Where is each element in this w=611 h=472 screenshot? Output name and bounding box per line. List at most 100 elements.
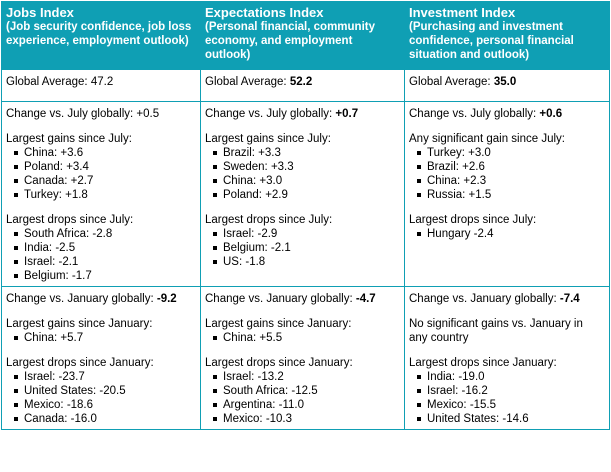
global-average-cell: Global Average: 35.0 — [404, 69, 610, 102]
july-change-cell: Change vs. July globally: +0.6 Any signif… — [404, 101, 610, 287]
spacer — [409, 121, 603, 132]
list-item: US: -1.8 — [213, 255, 398, 269]
july-change-value: +0.6 — [539, 108, 563, 120]
july-gains-list: Brazil: +3.3 Sweden: +3.3 China: +3.0 Polan… — [205, 146, 398, 202]
expectations-index-header: Expectations Index (Personal financial, … — [200, 1, 405, 70]
list-item: Brazil: +2.6 — [417, 160, 603, 174]
july-change-cell: Change vs. July globally: +0.7 Largest ga… — [200, 101, 405, 287]
july-change: Change vs. July globally: +0.6 — [409, 107, 603, 121]
january-gains-heading: Largest gains since January: — [6, 318, 153, 330]
global-average-cell: Global Average: 52.2 — [200, 69, 405, 102]
list-item: Belgium: -1.7 — [14, 269, 194, 283]
july-drops-list: South Africa: -2.8 India: -2.5 Israel: -2.… — [6, 227, 194, 283]
list-item: Israel: -16.2 — [417, 384, 603, 398]
investment-index-title: Investment Index — [409, 5, 516, 20]
header-row: Jobs Index (Job security confidence, job… — [1, 1, 610, 70]
january-change: Change vs. January globally: -7.4 — [409, 292, 603, 306]
july-change: Change vs. July globally: +0.5 — [6, 107, 194, 121]
list-item: China: +3.0 — [213, 174, 398, 188]
january-change-cell: Change vs. January globally: -9.2 Largest… — [1, 286, 201, 430]
july-gains-list: Turkey: +3.0 Brazil: +2.6 China: +2.3 Russi… — [409, 146, 603, 202]
list-item: United States: -14.6 — [417, 412, 603, 426]
list-item: Belgium: -2.1 — [213, 241, 398, 255]
july-drops-list: Hungary -2.4 — [409, 227, 603, 241]
list-item: China: +5.7 — [14, 331, 194, 345]
global-average: Global Average: 52.2 — [205, 75, 398, 89]
list-item: Sweden: +3.3 — [213, 160, 398, 174]
jobs-index-subtitle: (Job security confidence, job loss exper… — [6, 21, 192, 47]
july-gains-heading: Any significant gain since July: — [409, 133, 565, 145]
index-comparison-table: Jobs Index (Job security confidence, job… — [1, 1, 610, 430]
january-gains-heading: Largest gains since January: — [205, 318, 352, 330]
spacer — [205, 202, 398, 213]
list-item: Israel: -13.2 — [213, 370, 398, 384]
list-item: Mexico: -10.3 — [213, 412, 398, 426]
spacer — [409, 202, 603, 213]
spacer — [6, 306, 194, 317]
list-item: China: +3.6 — [14, 146, 194, 160]
list-item: Turkey: +3.0 — [417, 146, 603, 160]
spacer — [205, 121, 398, 132]
january-change: Change vs. January globally: -4.7 — [205, 292, 398, 306]
global-average-value: 35.0 — [493, 76, 517, 88]
january-drops-list: Israel: -23.7 United States: -20.5 Mexico:… — [6, 370, 194, 426]
list-item: Hungary -2.4 — [417, 227, 603, 241]
investment-index-header: Investment Index (Purchasing and investm… — [404, 1, 610, 70]
july-gains-heading: Largest gains since July: — [6, 133, 132, 145]
january-change-cell: Change vs. January globally: -4.7 Largest… — [200, 286, 405, 430]
january-drops-heading: Largest drops since January: — [205, 357, 353, 369]
july-gains-list: China: +3.6 Poland: +3.4 Canada: +2.7 Turke… — [6, 146, 194, 202]
january-change-cell: Change vs. January globally: -7.4 No sign… — [404, 286, 610, 430]
list-item: Israel: -2.1 — [14, 255, 194, 269]
list-item: Brazil: +3.3 — [213, 146, 398, 160]
january-change-label: Change vs. January globally: — [205, 293, 356, 305]
july-drops-heading: Largest drops since July: — [205, 214, 333, 226]
july-drops-list: Israel: -2.9 Belgium: -2.1 US: -1.8 — [205, 227, 398, 269]
spacer — [6, 121, 194, 132]
global-average: Global Average: 47.2 — [6, 75, 194, 89]
july-change-value: +0.7 — [335, 108, 359, 120]
list-item: Russia: +1.5 — [417, 188, 603, 202]
spacer — [6, 202, 194, 213]
january-change-value: -9.2 — [156, 293, 177, 305]
july-change-cell: Change vs. July globally: +0.5 Largest ga… — [1, 101, 201, 287]
list-item: China: +5.5 — [213, 331, 398, 345]
july-change-label: Change vs. July globally: — [409, 108, 540, 120]
july-drops-heading: Largest drops since July: — [409, 214, 537, 226]
spacer — [205, 306, 398, 317]
list-item: Canada: -16.0 — [14, 412, 194, 426]
january-change-value: -7.4 — [559, 293, 580, 305]
list-item: South Africa: -12.5 — [213, 384, 398, 398]
global-average: Global Average: 35.0 — [409, 75, 603, 89]
january-change-row: Change vs. January globally: -9.2 Largest… — [1, 286, 610, 430]
january-drops-heading: Largest drops since January: — [409, 357, 557, 369]
list-item: United States: -20.5 — [14, 384, 194, 398]
list-item: India: -19.0 — [417, 370, 603, 384]
january-gains-list: China: +5.5 — [205, 331, 398, 345]
spacer — [6, 345, 194, 356]
july-gains-heading: Largest gains since July: — [205, 133, 331, 145]
january-gains-heading: No significant gains vs. January in any … — [409, 318, 583, 344]
july-change-label: Change vs. July globally: — [205, 108, 336, 120]
list-item: Israel: -23.7 — [14, 370, 194, 384]
july-change-value: +0.5 — [136, 108, 160, 120]
investment-index-subtitle: (Purchasing and investment confidence, p… — [409, 21, 574, 61]
list-item: Argentina: -11.0 — [213, 398, 398, 412]
list-item: Poland: +2.9 — [213, 188, 398, 202]
july-change: Change vs. July globally: +0.7 — [205, 107, 398, 121]
january-change-label: Change vs. January globally: — [6, 293, 157, 305]
list-item: China: +2.3 — [417, 174, 603, 188]
spacer — [205, 345, 398, 356]
list-item: Mexico: -15.5 — [417, 398, 603, 412]
july-change-label: Change vs. July globally: — [6, 108, 137, 120]
january-drops-list: Israel: -13.2 South Africa: -12.5 Argentin… — [205, 370, 398, 426]
list-item: Israel: -2.9 — [213, 227, 398, 241]
list-item: Mexico: -18.6 — [14, 398, 194, 412]
spacer — [409, 306, 603, 317]
january-change-value: -4.7 — [355, 293, 376, 305]
global-average-label: Global Average: — [205, 76, 290, 88]
expectations-index-subtitle: (Personal financial, community economy, … — [205, 21, 375, 61]
global-average-value: 47.2 — [90, 76, 114, 88]
global-average-cell: Global Average: 47.2 — [1, 69, 201, 102]
july-change-row: Change vs. July globally: +0.5 Largest ga… — [1, 101, 610, 287]
